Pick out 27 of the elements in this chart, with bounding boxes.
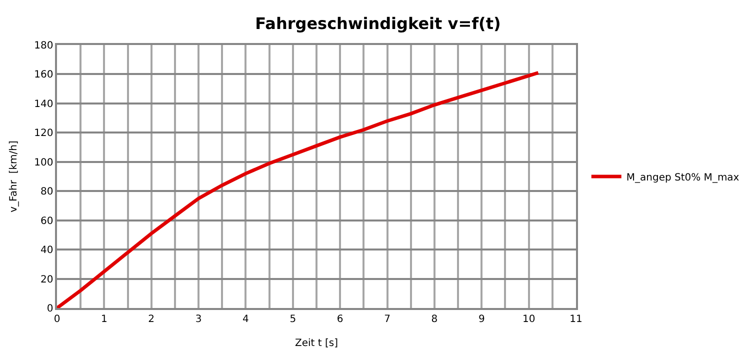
y-tick-label: 100: [34, 157, 54, 168]
legend-label: M_angep St0% M_max: [626, 172, 740, 184]
y-tick-label: 80: [40, 186, 54, 198]
y-tick-label: 160: [34, 70, 54, 81]
line-series: [57, 71, 540, 308]
x-tick-label: 5: [290, 314, 296, 325]
y-tick-label: 120: [34, 128, 54, 140]
x-tick-label: 0: [54, 314, 60, 325]
x-tick-label: 4: [242, 314, 249, 325]
x-tick-label: 1: [100, 314, 108, 325]
y-tick-label: 40: [40, 245, 54, 256]
y-tick-label: 20: [40, 274, 54, 286]
x-tick-label: 2: [148, 314, 155, 325]
x-tick-label: 7: [384, 314, 390, 325]
y-tick-label: 140: [34, 98, 54, 110]
y-tick-label: 60: [40, 216, 54, 227]
x-tick-label: 8: [431, 314, 438, 325]
x-tick-label: 3: [195, 314, 202, 325]
x-tick-label: 9: [478, 314, 485, 325]
x-tick-label: 10: [522, 314, 536, 325]
x-tick-label: 11: [570, 314, 582, 325]
y-tick-label: 180: [34, 40, 54, 52]
chart-title: Fahrgeschwindigkeit v=f(t): [255, 14, 501, 34]
y-tick-label: 0: [46, 304, 54, 314]
x-axis-title: Zeit t [s]: [295, 338, 338, 349]
x-tick-label: 6: [336, 314, 344, 325]
y-axis-title: v_Fahr [km/h]: [8, 140, 20, 212]
